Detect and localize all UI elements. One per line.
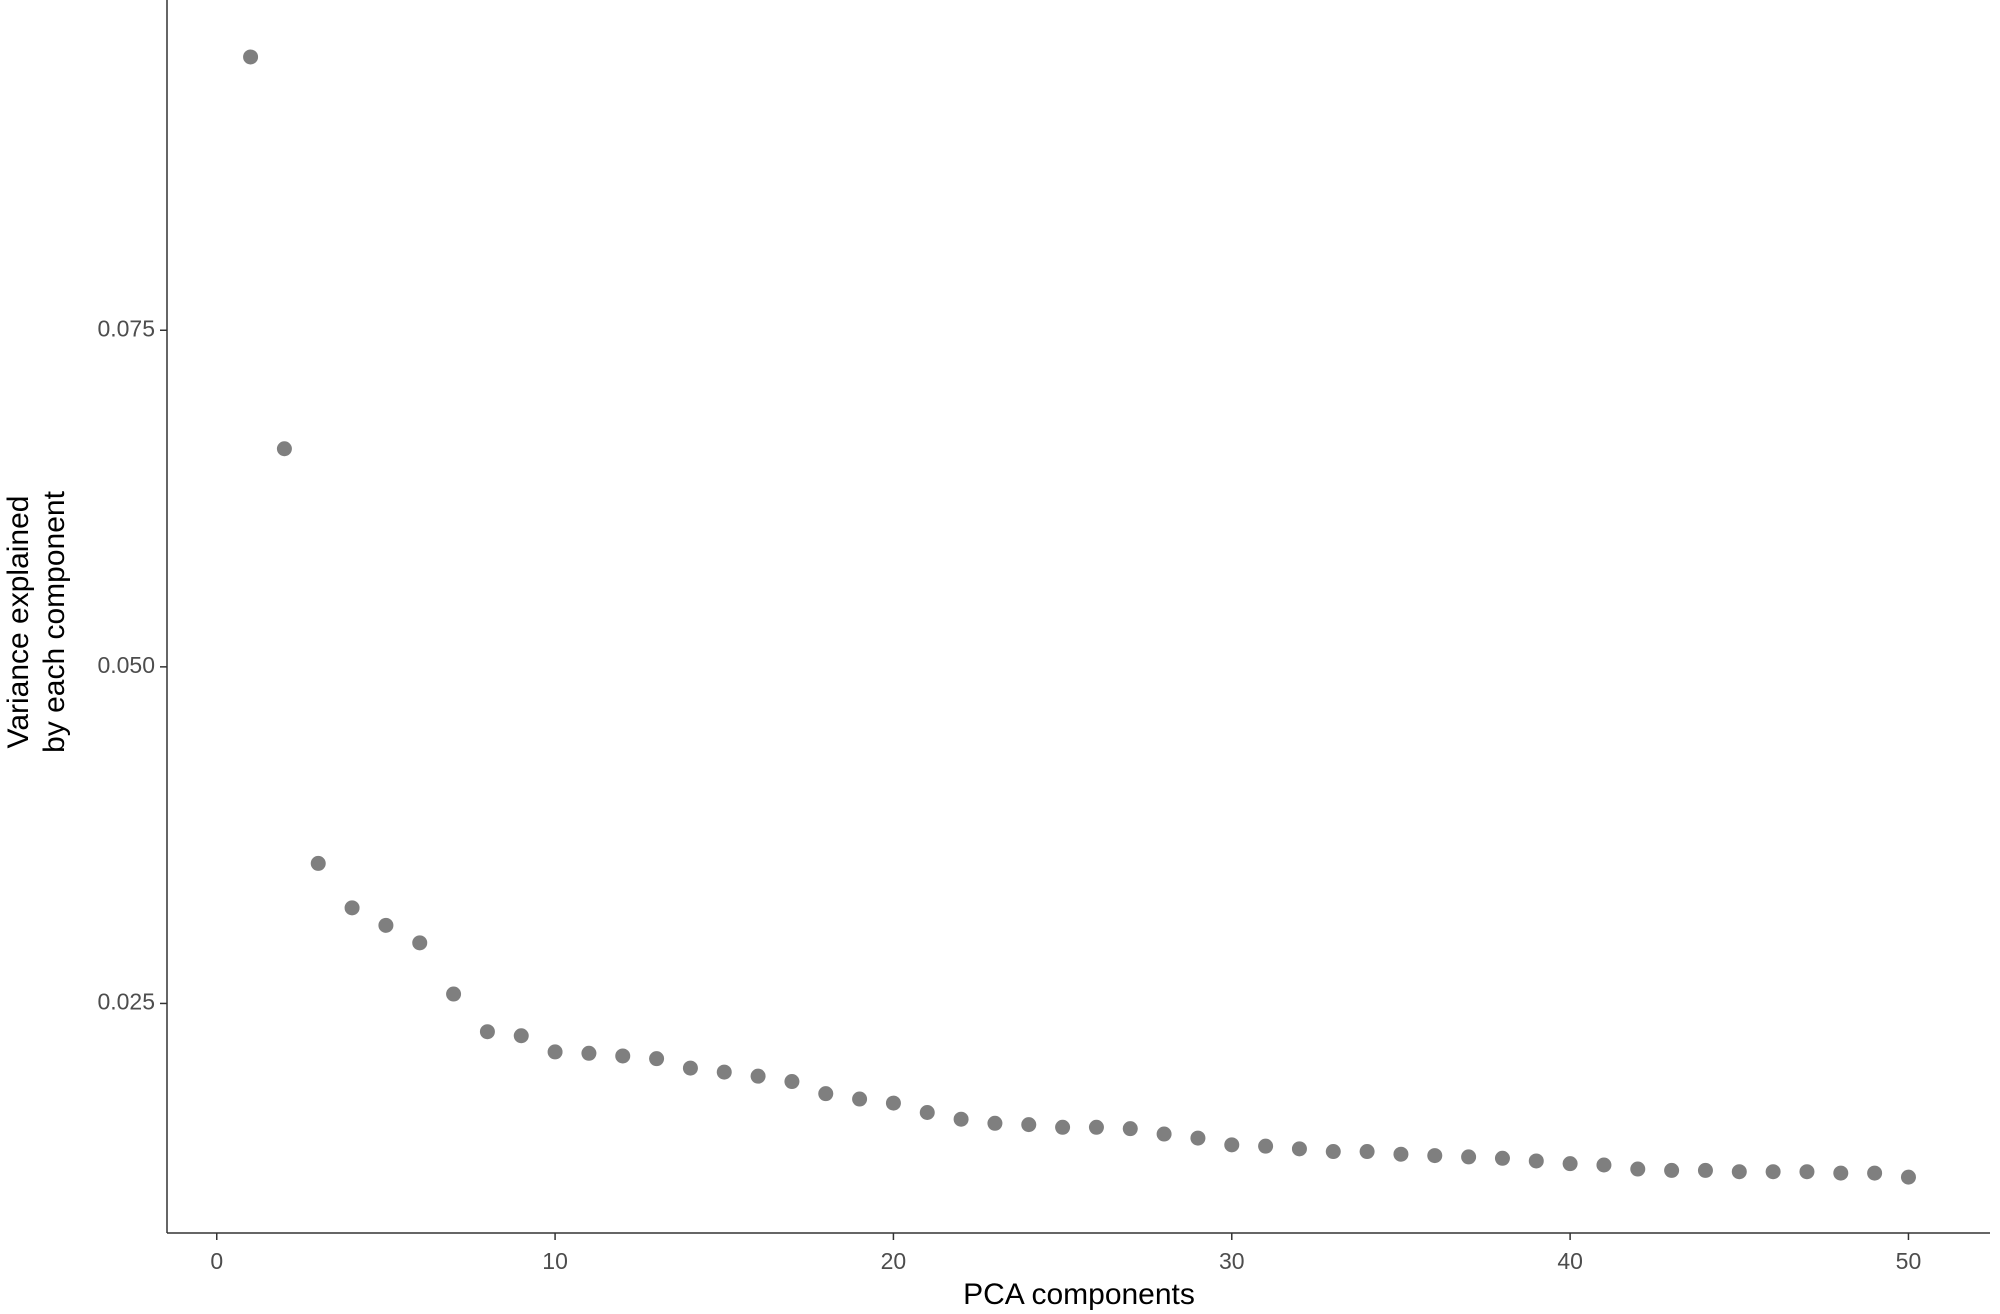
point: [885, 1095, 901, 1111]
point: [479, 1024, 495, 1040]
x-tick-label: 30: [1219, 1248, 1245, 1274]
point: [446, 986, 462, 1002]
point: [1664, 1162, 1680, 1178]
point: [1867, 1165, 1883, 1181]
point: [378, 917, 394, 933]
point: [1765, 1164, 1781, 1180]
point: [919, 1105, 935, 1121]
point: [1190, 1130, 1206, 1146]
point: [513, 1028, 529, 1044]
y-tick-label: 0.075: [97, 315, 155, 341]
point: [1494, 1150, 1510, 1166]
point: [1731, 1164, 1747, 1180]
x-tick-label: 20: [881, 1248, 907, 1274]
point: [276, 441, 292, 457]
point: [852, 1091, 868, 1107]
point: [581, 1045, 597, 1061]
point: [344, 900, 360, 916]
point: [1021, 1117, 1037, 1133]
point: [1291, 1141, 1307, 1157]
point: [1697, 1162, 1713, 1178]
point: [1833, 1165, 1849, 1181]
point: [1325, 1144, 1341, 1160]
point: [987, 1115, 1003, 1131]
point: [1088, 1119, 1104, 1135]
point: [1359, 1144, 1375, 1160]
x-axis-title: PCA components: [963, 1278, 1195, 1311]
point: [412, 935, 428, 951]
point: [1900, 1169, 1916, 1185]
y-tick-label: 0.025: [97, 989, 155, 1015]
point: [1461, 1149, 1477, 1165]
point: [1799, 1164, 1815, 1180]
point: [1528, 1153, 1544, 1169]
point: [1562, 1156, 1578, 1172]
point: [1596, 1157, 1612, 1173]
x-tick-label: 40: [1557, 1248, 1583, 1274]
point: [784, 1074, 800, 1090]
point: [1630, 1161, 1646, 1177]
y-tick-label: 0.050: [97, 652, 155, 678]
point: [310, 855, 326, 871]
point: [615, 1048, 631, 1064]
point: [682, 1060, 698, 1076]
point: [818, 1086, 834, 1102]
point: [649, 1051, 665, 1067]
point: [547, 1044, 563, 1060]
point: [750, 1068, 766, 1084]
point: [243, 49, 259, 65]
point: [716, 1064, 732, 1080]
point: [1427, 1148, 1443, 1164]
point: [1156, 1126, 1172, 1142]
y-axis-title: Variance explained: [2, 496, 35, 749]
point: [1122, 1121, 1138, 1137]
point: [1258, 1138, 1274, 1154]
x-tick-label: 50: [1896, 1248, 1922, 1274]
point: [953, 1111, 969, 1127]
x-tick-label: 10: [542, 1248, 568, 1274]
point: [1224, 1137, 1240, 1153]
x-tick-label: 0: [210, 1248, 223, 1274]
point: [1393, 1146, 1409, 1162]
y-axis-title: by each component: [38, 490, 71, 753]
point: [1055, 1119, 1071, 1135]
